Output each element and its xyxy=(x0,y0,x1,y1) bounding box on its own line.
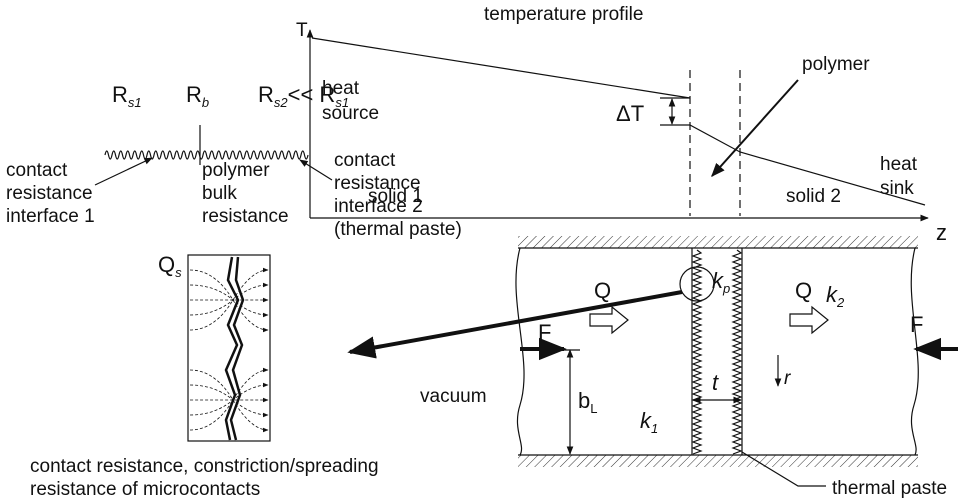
arrow xyxy=(712,80,798,176)
profile xyxy=(312,38,690,98)
hatch xyxy=(518,236,918,248)
symbol: t xyxy=(712,370,719,395)
symbol: kp xyxy=(712,268,730,296)
hatch xyxy=(518,455,918,467)
symbol: Qs xyxy=(158,252,182,280)
inset-flow xyxy=(190,270,268,430)
thermal-paste-line xyxy=(733,250,741,454)
label: solid 1 xyxy=(368,186,423,207)
arrow xyxy=(95,158,152,185)
symbol: Q xyxy=(594,278,611,303)
label: thermal paste xyxy=(832,478,947,499)
crack xyxy=(231,257,243,440)
axis-label: T xyxy=(296,20,308,41)
flow-arrow xyxy=(590,307,628,333)
axis-label: z xyxy=(936,220,947,245)
flow-line xyxy=(190,285,268,300)
resistor-label: Rb xyxy=(186,82,209,110)
resistor-wire xyxy=(105,151,308,159)
label: polymer xyxy=(802,54,870,75)
symbol: Q xyxy=(795,278,812,303)
symbol: k1 xyxy=(640,408,658,436)
thermal-paste-line xyxy=(693,250,701,454)
break-line xyxy=(911,248,918,455)
symbol: k2 xyxy=(826,282,845,310)
crack xyxy=(226,257,238,440)
label: solid 2 xyxy=(786,186,841,207)
symbol: r xyxy=(784,368,791,389)
arrow xyxy=(300,160,332,180)
zoom-arrow xyxy=(350,292,682,352)
caption: contact resistance, constriction/spreadi… xyxy=(30,456,379,500)
symbol: bL xyxy=(578,388,597,416)
delta-t: ΔT xyxy=(616,101,644,126)
cross-section: kp k2 k1 Q Q F F vacuum bL t r thermal p… xyxy=(30,236,958,500)
force: F xyxy=(910,312,923,337)
title: temperature profile xyxy=(484,4,643,25)
break-line xyxy=(516,248,524,455)
resistor-label: Rs1 xyxy=(112,82,142,110)
label: vacuum xyxy=(420,386,487,407)
flow-line xyxy=(190,300,268,315)
flow-line xyxy=(190,370,268,400)
flow-arrow xyxy=(790,307,828,333)
flow-line xyxy=(190,385,268,400)
force: F xyxy=(538,320,551,345)
figure: Rs1 Rb Rs2<< Rs1 contactresistanceinterf… xyxy=(0,0,961,503)
